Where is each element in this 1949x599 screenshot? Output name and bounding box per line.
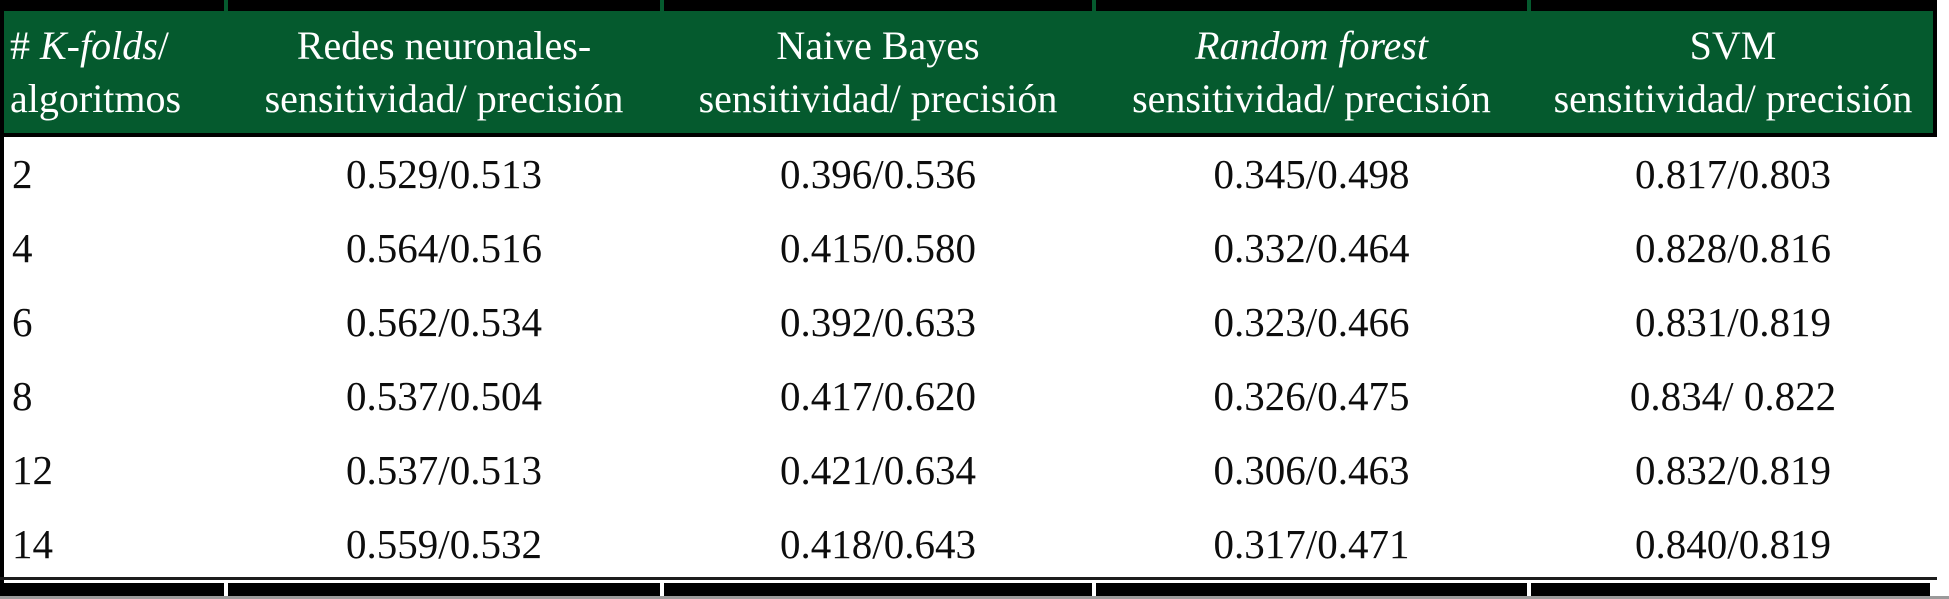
cell-kfolds: 4: [12, 225, 33, 271]
cell-svm: 0.834/ 0.822: [1629, 373, 1837, 419]
cell-random-forest: 0.317/0.471: [1213, 521, 1410, 567]
column-header-line1: SVM: [1689, 23, 1777, 68]
table-row: 8 0.537/0.504 0.417/0.620 0.326/0.475 0.…: [0, 359, 1937, 433]
cell-redes-neuronales: 0.564/0.516: [346, 225, 542, 271]
column-header-redes-neuronales: Redes neuronales- sensitividad/ precisió…: [226, 19, 662, 125]
table-row: 12 0.537/0.513 0.421/0.634 0.306/0.463 0…: [0, 433, 1937, 507]
table-row: 4 0.564/0.516 0.415/0.580 0.332/0.464 0.…: [0, 211, 1937, 285]
cell-random-forest: 0.306/0.463: [1213, 447, 1410, 493]
table-header-row: # K-folds/ algoritmos Redes neuronales- …: [0, 11, 1937, 133]
cell-redes-neuronales: 0.559/0.532: [346, 521, 542, 567]
column-header-svm: SVM sensitividad/ precisión: [1529, 19, 1937, 125]
cell-svm: 0.831/0.819: [1635, 299, 1831, 345]
column-header-line1: Random forest: [1195, 23, 1428, 68]
table-left-border: [0, 0, 4, 583]
cell-naive-bayes: 0.415/0.580: [780, 225, 976, 271]
cell-redes-neuronales: 0.537/0.513: [346, 447, 542, 493]
column-header-kfolds: # K-folds/ algoritmos: [0, 19, 226, 125]
column-header-naive-bayes: Naive Bayes sensitividad/ precisión: [662, 19, 1094, 125]
cell-svm: 0.832/0.819: [1635, 447, 1831, 493]
table-body-bottom-rule: [0, 577, 1937, 580]
cell-random-forest: 0.345/0.498: [1213, 151, 1410, 197]
table-row: 2 0.529/0.513 0.396/0.536 0.345/0.498 0.…: [0, 137, 1937, 211]
table-row: 14 0.559/0.532 0.418/0.643 0.317/0.471 0…: [0, 507, 1937, 581]
table-border-segment: [664, 0, 1092, 11]
cell-random-forest: 0.323/0.466: [1213, 299, 1410, 345]
table-border-segment: [1531, 583, 1930, 597]
table-header-underline: [0, 133, 1937, 137]
column-header-line2: sensitividad/ precisión: [1132, 76, 1491, 121]
cell-kfolds: 14: [12, 521, 53, 567]
column-header-line2: sensitividad/ precisión: [1553, 76, 1913, 121]
table-header-background: [0, 0, 1937, 133]
table-row: 6 0.562/0.534 0.392/0.633 0.323/0.466 0.…: [0, 285, 1937, 359]
cell-redes-neuronales: 0.529/0.513: [346, 151, 542, 197]
table-border-segment: [228, 583, 660, 597]
column-header-line1: # K-folds/: [10, 23, 169, 68]
cell-naive-bayes: 0.396/0.536: [780, 151, 976, 197]
cell-random-forest: 0.326/0.475: [1213, 373, 1410, 419]
column-header-line2: algoritmos: [10, 76, 182, 121]
column-header-line2: sensitividad/ precisión: [264, 76, 624, 121]
cell-kfolds: 6: [12, 299, 33, 345]
cell-naive-bayes: 0.421/0.634: [780, 447, 976, 493]
page-bottom-rule: [0, 596, 1949, 599]
cell-svm: 0.840/0.819: [1635, 521, 1831, 567]
cell-kfolds: 12: [12, 447, 53, 493]
cell-kfolds: 8: [12, 373, 33, 419]
cell-svm: 0.828/0.816: [1635, 225, 1831, 271]
table-border-segment: [228, 0, 660, 11]
table-body: 2 0.529/0.513 0.396/0.536 0.345/0.498 0.…: [0, 137, 1937, 581]
table-border-segment: [1531, 0, 1937, 11]
table-border-segment: [1096, 583, 1527, 597]
cell-redes-neuronales: 0.562/0.534: [346, 299, 542, 345]
table-border-segment: [0, 0, 224, 11]
cell-naive-bayes: 0.417/0.620: [780, 373, 976, 419]
column-header-line1: Naive Bayes: [776, 23, 980, 68]
table-border-segment: [664, 583, 1092, 597]
cell-svm: 0.817/0.803: [1635, 151, 1831, 197]
column-header-line2: sensitividad/ precisión: [698, 76, 1058, 121]
table-header-right-border: [1933, 0, 1937, 137]
cell-redes-neuronales: 0.537/0.504: [346, 373, 542, 419]
cell-kfolds: 2: [12, 151, 33, 197]
column-header-line1: Redes neuronales-: [296, 23, 592, 68]
cell-naive-bayes: 0.418/0.643: [780, 521, 976, 567]
cell-naive-bayes: 0.392/0.633: [780, 299, 976, 345]
cell-random-forest: 0.332/0.464: [1213, 225, 1410, 271]
column-header-random-forest: Random forest sensitividad/ precisión: [1094, 19, 1529, 125]
table-border-segment: [0, 583, 224, 597]
table-border-segment: [1096, 0, 1527, 11]
